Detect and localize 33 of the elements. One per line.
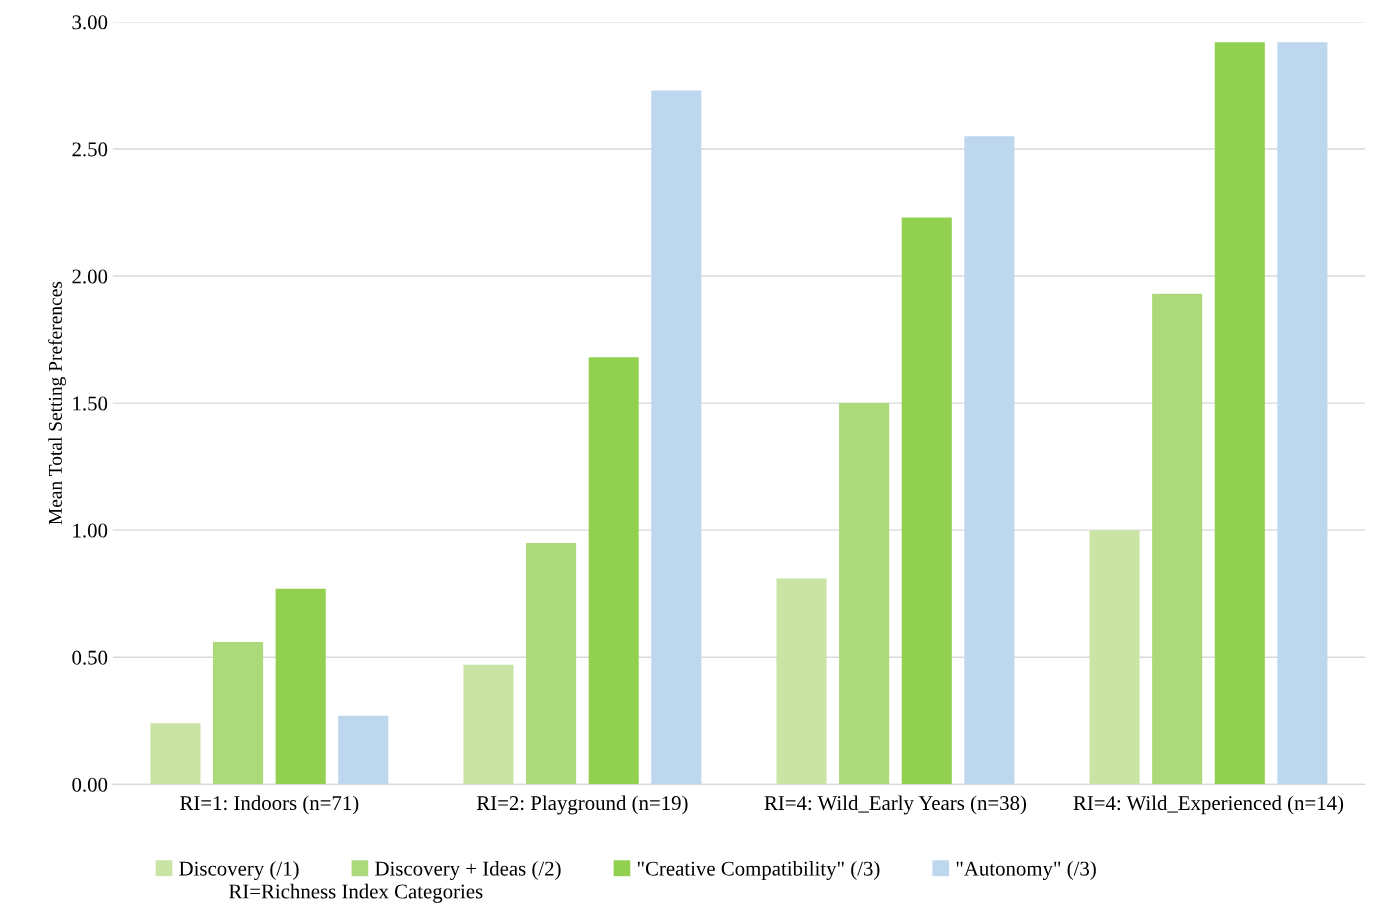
bar (1152, 293, 1203, 785)
legend-label: Discovery (/1) (179, 861, 299, 880)
bar (150, 723, 201, 785)
x-tick-label: RI=1: Indoors (n=71) (180, 795, 359, 815)
bar (964, 136, 1015, 785)
x-tick-label: RI=4: Wild_Experienced (n=14) (1073, 795, 1344, 815)
y-tick-label: 0.00 (72, 777, 108, 792)
bar (213, 642, 264, 785)
y-tick-label: 2.50 (72, 142, 108, 157)
bar (1277, 42, 1328, 785)
y-tick-label: 1.50 (73, 396, 108, 411)
bar (651, 90, 702, 785)
x-tick-label: RI=2: Playground (n=19) (476, 795, 688, 815)
text: RI=Richness Index Categories (229, 883, 483, 903)
bar (275, 588, 326, 785)
bar (776, 578, 827, 785)
x-tick-label: RI=4: Wild_Early Years (n=38) (764, 795, 1027, 815)
legend-label: "Creative Compatibility" (/3) (637, 861, 880, 880)
y-tick-label: 3.00 (72, 15, 108, 30)
bar (338, 715, 389, 785)
bar (901, 217, 952, 785)
bar (1214, 42, 1265, 785)
y-tick-label: 2.00 (72, 269, 108, 284)
y-tick-label: 1.00 (73, 523, 108, 538)
legend-label: "Autonomy" (/3) (956, 861, 1096, 880)
bar (463, 664, 514, 785)
bar (588, 357, 639, 785)
bar (839, 403, 890, 785)
bar (526, 542, 577, 785)
bar (1089, 530, 1140, 785)
legend-label: Discovery + Ideas (/2) (375, 861, 561, 880)
y-axis-title: Mean Total Setting Preferences (48, 281, 66, 525)
y-tick-label: 0.50 (72, 650, 108, 665)
